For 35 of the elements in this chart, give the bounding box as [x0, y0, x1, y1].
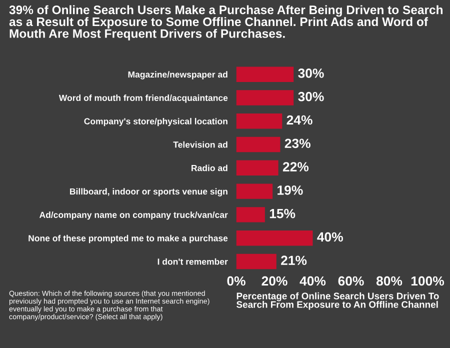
y-tick-label: Radio ad — [192, 164, 228, 172]
y-tick-label: Magazine/newspaper ad — [128, 71, 228, 80]
x-tick-label: 80% — [376, 276, 402, 286]
data-label: 15% — [270, 208, 296, 218]
y-tick-label: Word of mouth from friend/acquaintance — [58, 94, 228, 103]
data-label: 30% — [298, 92, 324, 102]
chart-title: 39% of Online Search Users Make a Purchase After Being Driven to Search as a Result of Exposure to Some Offline Channel. Print Ads and Word of Mouth Are Most Frequent Drivers of Purchases. — [9, 5, 443, 40]
x-tick-label: 100% — [411, 276, 444, 286]
data-label: 19% — [278, 186, 303, 195]
y-tick-label: Billboard, indoor or sports venue sign — [70, 188, 228, 196]
data-label: 21% — [281, 256, 307, 265]
y-tick-label: None of these prompted me to make a purchase — [28, 234, 228, 244]
x-tick-label: 0% — [227, 276, 246, 286]
y-tick-label: Company's store/physical location — [84, 118, 228, 126]
data-label: 24% — [286, 115, 312, 125]
bar — [236, 136, 280, 152]
bar — [236, 207, 265, 222]
bar — [236, 254, 276, 270]
bar — [236, 184, 273, 199]
x-tick-label: 60% — [338, 276, 364, 286]
y-tick-label: I don't remember — [158, 258, 228, 265]
data-label: 22% — [282, 162, 309, 172]
bar — [236, 114, 282, 129]
data-label: 23% — [284, 138, 310, 148]
data-label: 30% — [298, 68, 324, 78]
y-tick-label: Television ad — [173, 141, 228, 148]
bar — [236, 66, 294, 82]
x-tick-label: 40% — [300, 276, 326, 286]
bar — [236, 160, 278, 176]
x-tick-label: 20% — [262, 276, 288, 286]
bar — [236, 230, 313, 246]
bar — [236, 90, 294, 106]
x-axis-title: Percentage of Online Search Users Driven To Search From Exposure to An Offline Channel — [236, 292, 439, 310]
y-tick-label: Ad/company name on company truck/van/car — [39, 212, 228, 220]
data-label: 40% — [317, 232, 343, 242]
